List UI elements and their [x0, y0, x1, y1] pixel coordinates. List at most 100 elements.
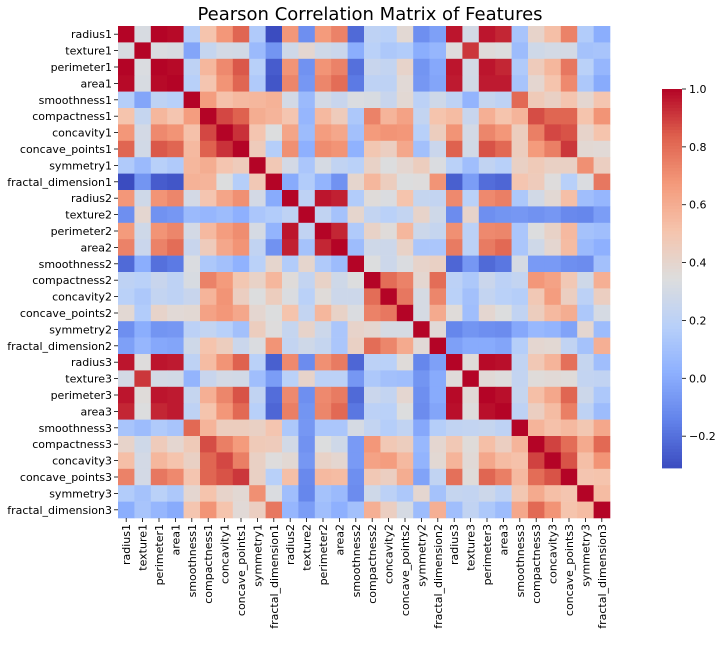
- colorbar-segment: [662, 237, 682, 241]
- heatmap-cell: [396, 272, 414, 289]
- heatmap-cell: [232, 288, 250, 306]
- heatmap-cell: [577, 321, 594, 338]
- heatmap-cell: [478, 370, 496, 388]
- colorbar-segment: [662, 310, 682, 314]
- heatmap-cell: [183, 173, 201, 191]
- heatmap-cell: [232, 354, 250, 371]
- heatmap-cell: [593, 124, 611, 142]
- y-tick-label: compactness3: [32, 438, 112, 451]
- heatmap-cell: [560, 190, 578, 207]
- colorbar-segment: [662, 152, 682, 156]
- colorbar-segment: [662, 373, 682, 377]
- colorbar-segment: [662, 445, 682, 450]
- heatmap-cell: [282, 26, 299, 43]
- heatmap-cell: [298, 272, 316, 289]
- heatmap-cell: [134, 337, 152, 355]
- y-tick-label: area2: [80, 241, 112, 254]
- heatmap-cell: [249, 157, 266, 174]
- heatmap-cell: [249, 75, 266, 92]
- heatmap-cell: [593, 452, 611, 470]
- heatmap-cell: [577, 58, 594, 76]
- colorbar-segment: [662, 190, 682, 194]
- heatmap-cell: [593, 485, 611, 502]
- heatmap-cell: [413, 58, 430, 76]
- heatmap-cell: [216, 42, 234, 60]
- heatmap-cell: [478, 436, 496, 453]
- heatmap-cell: [478, 288, 496, 306]
- heatmap-cell: [249, 140, 266, 158]
- colorbar-segment: [662, 130, 682, 134]
- heatmap-cell: [282, 321, 299, 338]
- colorbar-segment: [662, 401, 682, 406]
- heatmap-cell: [396, 485, 414, 502]
- heatmap-cell: [560, 468, 578, 486]
- heatmap-cell: [396, 239, 414, 256]
- x-tick-label: concavity1: [219, 524, 232, 584]
- heatmap-cell: [282, 436, 299, 453]
- heatmap-cell: [150, 91, 168, 109]
- heatmap-cell: [265, 386, 283, 404]
- heatmap-cell: [413, 239, 430, 256]
- heatmap-cell: [167, 140, 184, 158]
- heatmap-cell: [577, 75, 594, 92]
- heatmap-cell: [429, 288, 447, 306]
- heatmap-cell: [232, 501, 250, 519]
- heatmap-cell: [495, 485, 512, 502]
- heatmap-cell: [183, 354, 201, 371]
- heatmap-cell: [560, 452, 578, 470]
- heatmap-cell: [511, 436, 529, 453]
- heatmap-cell: [429, 42, 447, 60]
- heatmap-cell: [134, 157, 152, 174]
- heatmap-cell: [528, 354, 545, 371]
- heatmap-cell: [265, 108, 283, 125]
- colorbar-segment: [662, 253, 682, 257]
- heatmap-cell: [282, 255, 299, 273]
- heatmap-cell: [167, 173, 184, 191]
- y-tick-label: perimeter3: [51, 389, 112, 402]
- heatmap-cell: [462, 173, 480, 191]
- heatmap-cell: [544, 42, 562, 60]
- heatmap-cell: [462, 91, 480, 109]
- heatmap-cell: [232, 222, 250, 240]
- heatmap-cell: [150, 26, 168, 43]
- heatmap-cell: [495, 370, 512, 388]
- heatmap-cell: [446, 108, 463, 125]
- heatmap-cell: [265, 403, 283, 420]
- heatmap-cell: [150, 239, 168, 256]
- colorbar-segment: [662, 347, 682, 352]
- heatmap-cell: [544, 140, 562, 158]
- heatmap-cell: [134, 485, 152, 502]
- heatmap-cell: [282, 42, 299, 60]
- heatmap-cell: [429, 501, 447, 519]
- heatmap-cell: [380, 304, 398, 322]
- colorbar-segment: [662, 379, 682, 384]
- heatmap-cell: [150, 337, 168, 355]
- heatmap-cell: [331, 75, 348, 92]
- heatmap-cell: [544, 75, 562, 92]
- heatmap-cell: [314, 157, 332, 174]
- colorbar-segment: [662, 209, 682, 213]
- y-tick-label: concave_points1: [20, 143, 112, 156]
- heatmap-cell: [495, 58, 512, 76]
- heatmap-cell: [495, 468, 512, 486]
- heatmap-cell: [462, 42, 480, 60]
- heatmap-cell: [544, 190, 562, 207]
- heatmap-cell: [265, 501, 283, 519]
- heatmap-cell: [593, 288, 611, 306]
- heatmap-cell: [150, 58, 168, 76]
- heatmap-cell: [577, 173, 594, 191]
- heatmap-cell: [528, 419, 545, 437]
- heatmap-cell: [413, 206, 430, 224]
- heatmap-cell: [577, 370, 594, 388]
- heatmap-cell: [347, 272, 365, 289]
- heatmap-cell: [478, 386, 496, 404]
- y-tick-label: concave_points2: [20, 307, 112, 320]
- colorbar-segment: [662, 278, 682, 283]
- colorbar-segment: [662, 164, 682, 169]
- heatmap-cell: [118, 173, 135, 191]
- heatmap-cell: [364, 157, 381, 174]
- heatmap-cell: [380, 108, 398, 125]
- heatmap-cell: [150, 304, 168, 322]
- heatmap-cell: [511, 304, 529, 322]
